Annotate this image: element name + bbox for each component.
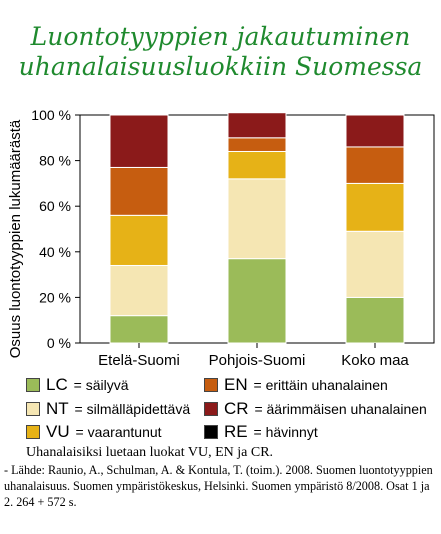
bar-segment-en bbox=[345, 146, 405, 184]
bar-segment-en bbox=[109, 166, 169, 216]
legend-code-en: EN bbox=[224, 375, 248, 394]
bar-segment-lc bbox=[345, 296, 405, 344]
x-tick-label: Koko maa bbox=[341, 352, 409, 369]
y-tick-label: 60 % bbox=[39, 198, 71, 214]
legend-text-re: = hävinnyt bbox=[249, 424, 318, 440]
y-axis-label: Osuus luontotyyppien lukumäärästä bbox=[7, 119, 24, 358]
legend-code-vu: VU bbox=[46, 422, 70, 441]
y-tick-label: 100 % bbox=[31, 107, 71, 123]
legend-swatch-re bbox=[204, 425, 218, 439]
source-citation: - Lähde: Raunio, A., Schulman, A. & Kont… bbox=[4, 463, 433, 509]
legend-text-vu: = vaarantunut bbox=[71, 424, 162, 440]
legend-swatch-nt bbox=[26, 402, 40, 416]
legend-text-cr: = äärimmäisen uhanalainen bbox=[250, 401, 427, 417]
legend-swatch-lc bbox=[26, 378, 40, 392]
chart-title-line2: uhanalaisuusluokkiin Suomessa bbox=[18, 52, 423, 81]
chart-title-line1: Luontotyyppien jakautuminen bbox=[30, 22, 411, 51]
legend-item-re: RE = hävinnyt bbox=[204, 423, 318, 441]
bar-segment-vu bbox=[227, 150, 287, 180]
legend-swatch-cr bbox=[204, 402, 218, 416]
bar-segment-lc bbox=[227, 258, 287, 344]
y-tick-label: 0 % bbox=[47, 335, 71, 351]
bar-segment-vu bbox=[345, 182, 405, 232]
bar-segment-vu bbox=[109, 214, 169, 266]
legend-text-en: = erittäin uhanalainen bbox=[249, 377, 388, 393]
y-tick-label: 20 % bbox=[39, 289, 71, 305]
legend-item-cr: CR = äärimmäisen uhanalainen bbox=[204, 400, 427, 418]
bar-segment-nt bbox=[109, 264, 169, 317]
legend-swatch-vu bbox=[26, 425, 40, 439]
bar-segment-nt bbox=[345, 230, 405, 298]
y-tick-label: 40 % bbox=[39, 244, 71, 260]
legend-item-lc: LC = säilyvä bbox=[26, 376, 128, 394]
threshold-note: Uhanalaisiksi luetaan luokat VU, EN ja C… bbox=[26, 445, 274, 460]
legend-code-lc: LC bbox=[46, 375, 68, 394]
bar-segment-cr bbox=[227, 112, 287, 139]
bar-segment-en bbox=[227, 137, 287, 152]
legend-item-nt: NT = silmälläpidettävä bbox=[26, 400, 190, 418]
legend-code-cr: CR bbox=[224, 399, 249, 418]
x-tick-label: Etelä-Suomi bbox=[98, 352, 180, 369]
bar-segment-nt bbox=[227, 178, 287, 260]
bar-segment-cr bbox=[345, 114, 405, 148]
stacked-bar-chart: 0 % 20 % 40 % 60 % 80 % 100 % Osuus luontotyyp… bbox=[7, 107, 435, 369]
legend-swatch-en bbox=[204, 378, 218, 392]
legend-text-nt: = silmälläpidettävä bbox=[70, 401, 191, 417]
legend-text-lc: = säilyvä bbox=[69, 377, 129, 393]
legend-code-re: RE bbox=[224, 422, 248, 441]
bar-segment-lc bbox=[109, 315, 169, 344]
legend-item-en: EN = erittäin uhanalainen bbox=[204, 376, 388, 394]
x-tick-label: Pohjois-Suomi bbox=[209, 352, 306, 369]
y-tick-label: 80 % bbox=[39, 153, 71, 169]
legend-code-nt: NT bbox=[46, 399, 69, 418]
bar-segment-cr bbox=[109, 114, 169, 168]
legend-item-vu: VU = vaarantunut bbox=[26, 423, 162, 441]
